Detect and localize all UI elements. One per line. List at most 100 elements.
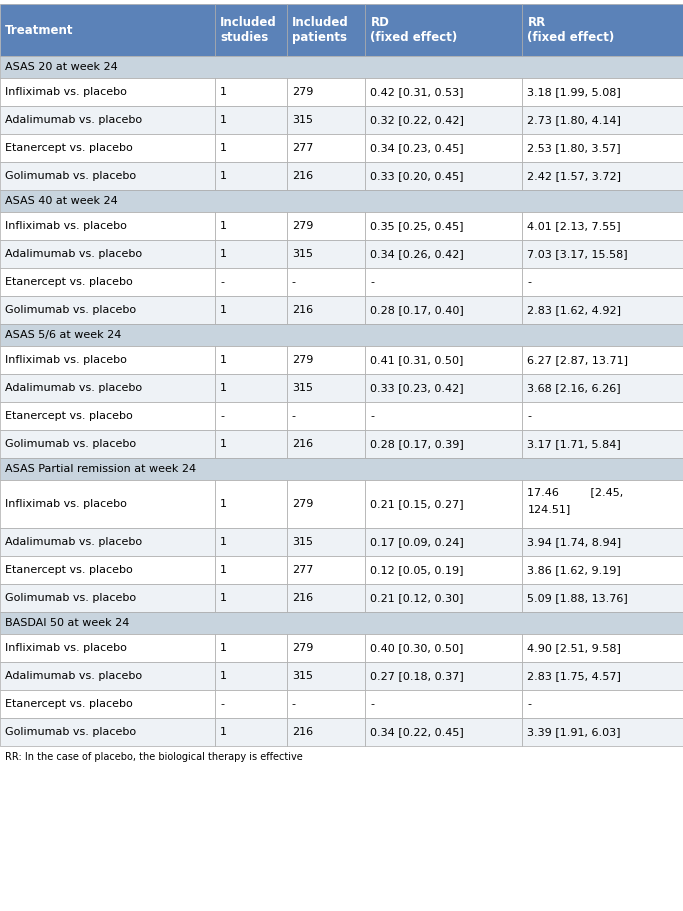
Text: 0.28 [0.17, 0.39]: 0.28 [0.17, 0.39] [370, 439, 464, 449]
Text: -: - [527, 411, 531, 421]
Text: 279: 279 [292, 221, 313, 231]
Bar [287, 4, 365, 56]
Text: Adalimumab vs. placebo: Adalimumab vs. placebo [5, 671, 142, 681]
Text: -: - [292, 699, 296, 709]
Bar [287, 662, 365, 690]
Text: Infliximab vs. placebo: Infliximab vs. placebo [5, 87, 127, 97]
Bar [522, 480, 683, 528]
Bar [0, 240, 215, 268]
Text: 216: 216 [292, 305, 313, 315]
Text: 1: 1 [220, 383, 227, 393]
Bar [365, 584, 522, 612]
Text: 4.90 [2.51, 9.58]: 4.90 [2.51, 9.58] [527, 643, 622, 653]
Text: 1: 1 [220, 537, 227, 547]
Text: Included
studies: Included studies [220, 16, 277, 44]
Text: BASDAI 50 at week 24: BASDAI 50 at week 24 [5, 618, 129, 628]
Text: Etanercept vs. placebo: Etanercept vs. placebo [5, 411, 133, 421]
Bar [0, 662, 215, 690]
Text: 1: 1 [220, 305, 227, 315]
Text: 0.32 [0.22, 0.42]: 0.32 [0.22, 0.42] [370, 115, 464, 125]
Text: -: - [370, 277, 374, 287]
Bar [287, 690, 365, 718]
Text: 277: 277 [292, 565, 313, 575]
Text: Adalimumab vs. placebo: Adalimumab vs. placebo [5, 383, 142, 393]
Text: 1: 1 [220, 439, 227, 449]
Bar [365, 430, 522, 458]
Text: 2.42 [1.57, 3.72]: 2.42 [1.57, 3.72] [527, 171, 622, 181]
Text: Adalimumab vs. placebo: Adalimumab vs. placebo [5, 537, 142, 547]
Bar [0, 690, 215, 718]
Text: Infliximab vs. placebo: Infliximab vs. placebo [5, 221, 127, 231]
Bar [287, 296, 365, 324]
Bar [0, 556, 215, 584]
Text: 0.28 [0.17, 0.40]: 0.28 [0.17, 0.40] [370, 305, 464, 315]
Bar [287, 240, 365, 268]
Text: 216: 216 [292, 439, 313, 449]
Text: 1: 1 [220, 143, 227, 153]
Bar [0, 212, 215, 240]
Bar [522, 296, 683, 324]
Bar [215, 78, 287, 106]
Text: 0.21 [0.12, 0.30]: 0.21 [0.12, 0.30] [370, 593, 464, 603]
Bar [215, 268, 287, 296]
Bar [522, 374, 683, 402]
Text: RR
(fixed effect): RR (fixed effect) [527, 16, 615, 44]
Text: Infliximab vs. placebo: Infliximab vs. placebo [5, 499, 127, 509]
Bar [522, 268, 683, 296]
Text: 277: 277 [292, 143, 313, 153]
Bar [522, 402, 683, 430]
Bar [522, 162, 683, 190]
Text: ASAS Partial remission at week 24: ASAS Partial remission at week 24 [5, 464, 196, 474]
Text: 0.12 [0.05, 0.19]: 0.12 [0.05, 0.19] [370, 565, 464, 575]
Text: 1: 1 [220, 671, 227, 681]
Bar [215, 162, 287, 190]
Text: Adalimumab vs. placebo: Adalimumab vs. placebo [5, 249, 142, 259]
Text: -: - [220, 277, 224, 287]
Bar [365, 346, 522, 374]
Bar [522, 662, 683, 690]
Bar [365, 296, 522, 324]
Text: -: - [220, 699, 224, 709]
Bar [0, 324, 683, 346]
Bar [215, 718, 287, 746]
Text: 7.03 [3.17, 15.58]: 7.03 [3.17, 15.58] [527, 249, 628, 259]
Text: RD
(fixed effect): RD (fixed effect) [370, 16, 458, 44]
Text: 315: 315 [292, 115, 313, 125]
Text: 0.41 [0.31, 0.50]: 0.41 [0.31, 0.50] [370, 355, 464, 365]
Bar [522, 690, 683, 718]
Text: Etanercept vs. placebo: Etanercept vs. placebo [5, 277, 133, 287]
Text: 216: 216 [292, 727, 313, 737]
Bar [522, 584, 683, 612]
Text: 1: 1 [220, 565, 227, 575]
Bar [0, 190, 683, 212]
Bar [287, 480, 365, 528]
Text: 0.40 [0.30, 0.50]: 0.40 [0.30, 0.50] [370, 643, 464, 653]
Bar [522, 78, 683, 106]
Bar [365, 690, 522, 718]
Bar [215, 402, 287, 430]
Bar [287, 584, 365, 612]
Text: 2.83 [1.75, 4.57]: 2.83 [1.75, 4.57] [527, 671, 622, 681]
Bar [215, 556, 287, 584]
Text: 0.17 [0.09, 0.24]: 0.17 [0.09, 0.24] [370, 537, 464, 547]
Bar [522, 528, 683, 556]
Text: -: - [527, 699, 531, 709]
Bar [365, 374, 522, 402]
Text: 3.86 [1.62, 9.19]: 3.86 [1.62, 9.19] [527, 565, 622, 575]
Text: 279: 279 [292, 499, 313, 509]
Text: 315: 315 [292, 383, 313, 393]
Text: 3.39 [1.91, 6.03]: 3.39 [1.91, 6.03] [527, 727, 621, 737]
Text: 3.94 [1.74, 8.94]: 3.94 [1.74, 8.94] [527, 537, 622, 547]
Bar [0, 584, 215, 612]
Bar [365, 634, 522, 662]
Text: 6.27 [2.87, 13.71]: 6.27 [2.87, 13.71] [527, 355, 628, 365]
Bar [287, 556, 365, 584]
Bar [0, 374, 215, 402]
Text: Golimumab vs. placebo: Golimumab vs. placebo [5, 727, 136, 737]
Bar [287, 528, 365, 556]
Text: 124.51]: 124.51] [527, 504, 571, 514]
Text: Adalimumab vs. placebo: Adalimumab vs. placebo [5, 115, 142, 125]
Text: Infliximab vs. placebo: Infliximab vs. placebo [5, 355, 127, 365]
Bar [522, 134, 683, 162]
Bar [522, 212, 683, 240]
